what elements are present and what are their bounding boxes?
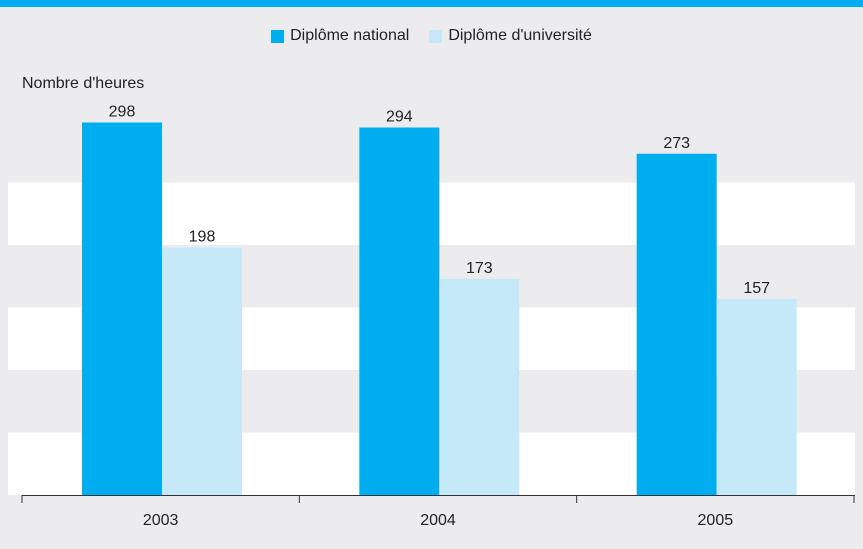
legend-label-national: Diplôme national [290,27,410,44]
x-tick-label-2005: 2005 [698,512,734,529]
data-label-national-2005: 273 [663,135,690,152]
top-accent-rule [0,0,863,7]
legend-item-national: Diplôme national [271,27,409,45]
data-label-universite-2005: 157 [743,280,770,297]
bar-national-2004 [359,127,440,495]
bar-universite-2003 [162,247,242,495]
legend-swatch-national [271,29,285,43]
data-label-national-2003: 298 [109,104,136,121]
legend-swatch-universite [429,29,443,43]
x-tick-label-2004: 2004 [420,512,456,529]
bar-universite-2005 [716,298,797,495]
bar-national-2005 [636,153,717,495]
data-label-universite-2003: 198 [189,229,216,246]
x-tick-label-2003: 2003 [143,512,179,529]
bar-national-2003 [82,122,162,495]
data-label-national-2004: 294 [386,109,413,126]
legend-label-universite: Diplôme d'université [448,27,592,44]
y-axis-label: Nombre d'heures [22,75,145,92]
legend: Diplôme national Diplôme d'université [0,27,863,45]
legend-item-universite: Diplôme d'université [429,27,592,45]
bar-universite-2004 [439,278,520,495]
data-label-universite-2004: 173 [466,260,493,277]
